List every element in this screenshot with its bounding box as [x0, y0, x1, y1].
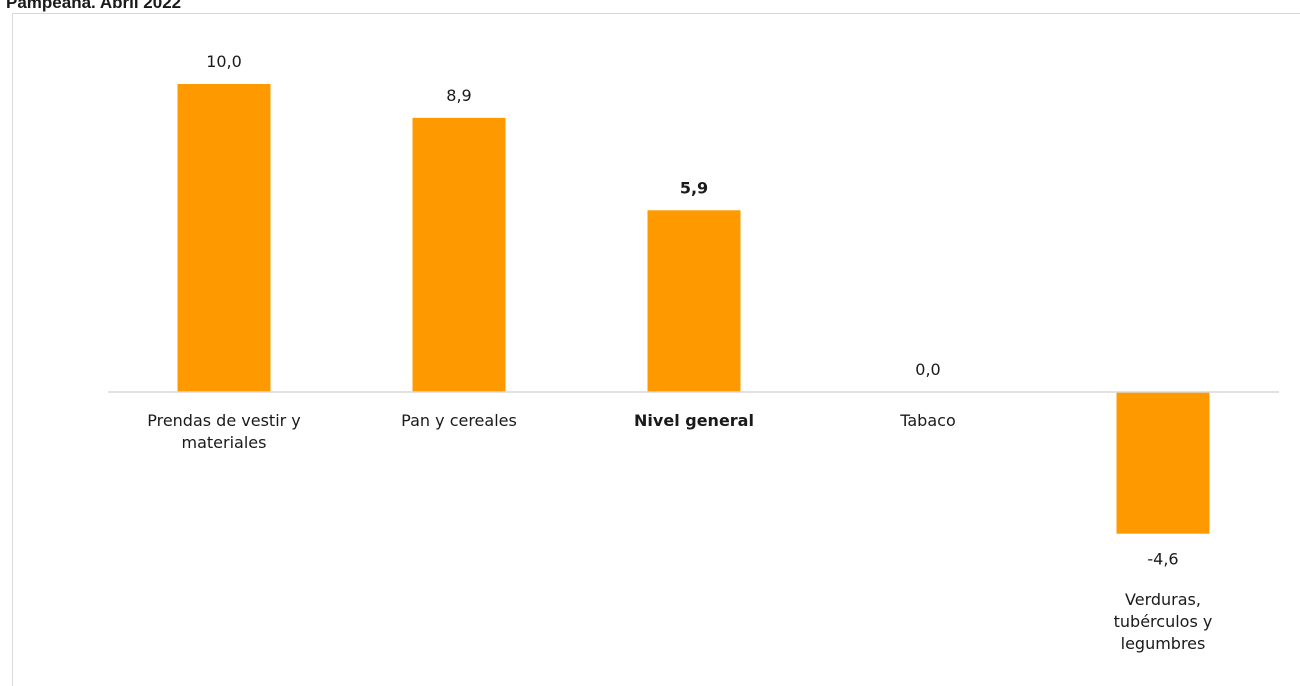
chart-title: Pampeana. Abril 2022: [6, 0, 182, 12]
bar-0: [177, 84, 271, 392]
bar-1: [412, 117, 506, 392]
bar-4: [1116, 392, 1210, 534]
data-label-4: -4,6: [1147, 550, 1178, 569]
data-label-1: 8,9: [446, 86, 471, 105]
category-label-2: Nivel general: [634, 411, 754, 430]
data-label-2: 5,9: [680, 178, 708, 197]
data-label-3: 0,0: [915, 360, 940, 379]
chart-frame: [12, 13, 1300, 686]
category-label-1: Pan y cereales: [401, 411, 517, 430]
category-label-0: Prendas de vestir y materiales: [147, 411, 301, 452]
bar-2: [647, 210, 741, 392]
category-label-3: Tabaco: [899, 411, 955, 430]
category-label-4: Verduras, tubérculos y legumbres: [1114, 590, 1213, 653]
data-label-0: 10,0: [206, 52, 242, 71]
